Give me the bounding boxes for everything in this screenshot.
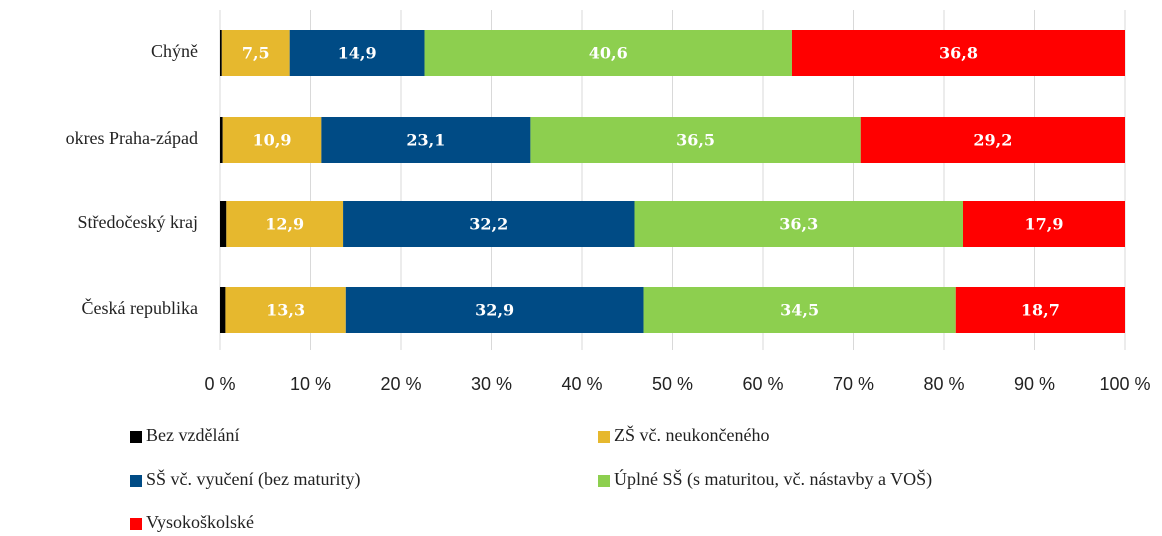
y-tick-label: okres Praha-západ: [66, 128, 198, 148]
legend-swatch: [130, 431, 142, 443]
x-tick-label: 40 %: [561, 374, 602, 394]
bar-segment: [634, 201, 964, 247]
data-label: 40,6: [589, 44, 628, 63]
legend-swatch: [598, 475, 610, 487]
bar-segment: [220, 30, 222, 76]
data-label: 32,9: [475, 301, 514, 320]
legend-label: ZŠ vč. neukončeného: [614, 424, 769, 445]
legend-swatch: [598, 431, 610, 443]
y-tick-label: Česká republika: [82, 297, 198, 318]
x-tick-label: 80 %: [923, 374, 964, 394]
x-tick-label: 30 %: [471, 374, 512, 394]
bar-segment: [222, 117, 322, 163]
x-tick-label: 60 %: [742, 374, 783, 394]
bar-segment: [321, 117, 531, 163]
data-label: 14,9: [338, 44, 377, 63]
data-label: 10,9: [253, 131, 292, 150]
bar-segment: [221, 30, 290, 76]
x-tick-label: 0 %: [204, 374, 235, 394]
bar-segment: [289, 30, 425, 76]
legend-label: Bez vzdělání: [146, 425, 239, 445]
bar-segment: [860, 117, 1125, 163]
data-label: 12,9: [265, 215, 304, 234]
bar-segment: [643, 287, 956, 333]
x-tick-label: 50 %: [652, 374, 693, 394]
x-tick-label: 90 %: [1014, 374, 1055, 394]
bar-segment: [225, 287, 346, 333]
data-label: 23,1: [406, 131, 445, 150]
y-tick-label: Chýně: [151, 41, 198, 61]
data-label: 7,5: [242, 44, 270, 63]
bar-segment: [530, 117, 861, 163]
data-label: 17,9: [1025, 215, 1064, 234]
legend-swatch: [130, 475, 142, 487]
legend-label: Vysokoškolské: [146, 512, 254, 532]
data-label: 34,5: [780, 301, 819, 320]
bar-segment: [220, 117, 223, 163]
bar-segment: [963, 201, 1125, 247]
bar-segment: [345, 287, 644, 333]
bar-segment: [424, 30, 792, 76]
x-tick-label: 20 %: [380, 374, 421, 394]
bar-segment: [343, 201, 635, 247]
bar-segment: [226, 201, 344, 247]
data-label: 36,3: [779, 215, 818, 234]
data-label: 36,5: [676, 131, 715, 150]
data-label: 13,3: [266, 301, 305, 320]
data-label: 29,2: [973, 131, 1012, 150]
x-tick-label: 100 %: [1099, 374, 1150, 394]
bar-segment: [791, 30, 1125, 76]
x-tick-label: 10 %: [290, 374, 331, 394]
x-tick-label: 70 %: [833, 374, 874, 394]
legend-label: SŠ vč. vyučení (bez maturity): [146, 468, 360, 490]
data-label: 32,2: [469, 215, 508, 234]
data-label: 18,7: [1021, 301, 1060, 320]
y-tick-label: Středočeský kraj: [78, 212, 198, 232]
data-label: 36,8: [939, 44, 978, 63]
bar-segment: [220, 201, 227, 247]
legend-label: Úplné SŠ (s maturitou, vč. nástavby a VO…: [614, 468, 932, 490]
bar-segment: [220, 287, 226, 333]
legend-swatch: [130, 518, 142, 530]
bar-segment: [955, 287, 1125, 333]
